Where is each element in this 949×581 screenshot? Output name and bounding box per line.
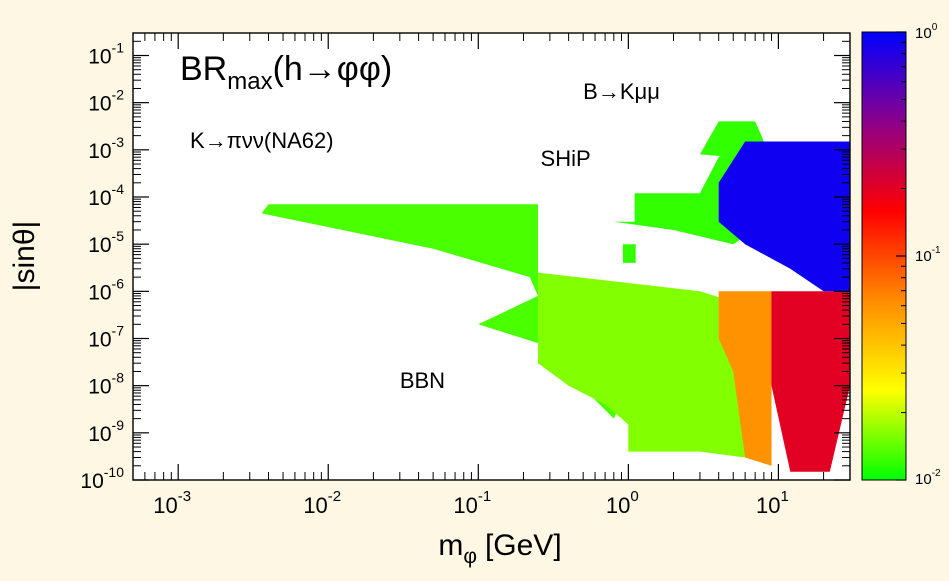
colorbar-ticks: 100 10-1 10-2: [896, 22, 941, 488]
chart-title: BRmax(h→φφ): [180, 50, 392, 95]
region-1: [538, 272, 746, 458]
y-tick-label: 10-1: [88, 40, 124, 69]
y-axis-ticks: 10-10 10-9 10-8 10-7 10-6 10-5 10-4 10-3 10-2 10-…: [80, 40, 850, 493]
y-tick-label: 10-4: [88, 181, 124, 210]
region-7: [718, 141, 850, 292]
data-regions: [261, 121, 850, 472]
colorbar-tick-label: 10-2: [915, 468, 941, 488]
y-tick-label: 10-5: [88, 228, 124, 257]
y-tick-label: 10-2: [88, 87, 124, 116]
y-tick-label: 10-10: [80, 464, 124, 493]
y-tick-label: 10-8: [88, 370, 124, 399]
x-label-unit: [GeV]: [485, 529, 562, 562]
colorbar-tick-label: 100: [915, 22, 938, 42]
y-tick-label: 10-9: [88, 417, 124, 446]
region-5: [718, 291, 772, 466]
title-rest: (h→φφ): [273, 50, 393, 88]
colorbar-tick-label: 10-1: [915, 245, 941, 265]
y-tick-label: 10-7: [88, 323, 124, 352]
svg-text:mφ[GeV]: mφ [GeV]: [438, 529, 561, 568]
plot-area: 10-3 10-2 10-1 100 101 10-10 10-9 10-8 10-7 10-6…: [80, 32, 851, 518]
title-main: BR: [180, 50, 227, 88]
colorbar: 100 10-1 10-2: [861, 22, 941, 488]
plot-frame: [132, 32, 851, 481]
title-subscript: max: [227, 68, 272, 95]
svg-text:BRmax(h→φφ): BRmax(h→φφ): [180, 50, 392, 95]
annotation-bkmumu: B→Kμμ: [583, 79, 660, 104]
annotation-kpinunu: K→πνν(NA62): [190, 128, 334, 153]
y-tick-label: 10-3: [88, 134, 124, 163]
y-tick-label: 10-6: [88, 275, 124, 304]
y-axis-label: |sinθ|: [8, 221, 41, 292]
region-6: [771, 291, 850, 472]
x-tick-label: 10-1: [453, 488, 491, 518]
x-axis-label: mφ [GeV]: [438, 529, 561, 568]
x-label-subscript: φ: [463, 545, 477, 568]
y-label: |sinθ|: [8, 221, 41, 292]
x-tick-label: 10-2: [303, 488, 341, 518]
x-tick-label: 101: [756, 488, 789, 518]
x-tick-label: 10-3: [153, 488, 191, 518]
x-axis-ticks: 10-3 10-2 10-1 100 101: [132, 33, 851, 518]
annotation-bbn: BBN: [400, 368, 445, 393]
region-3: [622, 244, 636, 263]
annotations: B→Kμμ K→πνν(NA62) SHiP BBN: [190, 79, 660, 393]
annotation-ship: SHiP: [541, 146, 591, 171]
x-tick-label: 100: [606, 488, 639, 518]
x-label-main: m: [438, 529, 463, 562]
